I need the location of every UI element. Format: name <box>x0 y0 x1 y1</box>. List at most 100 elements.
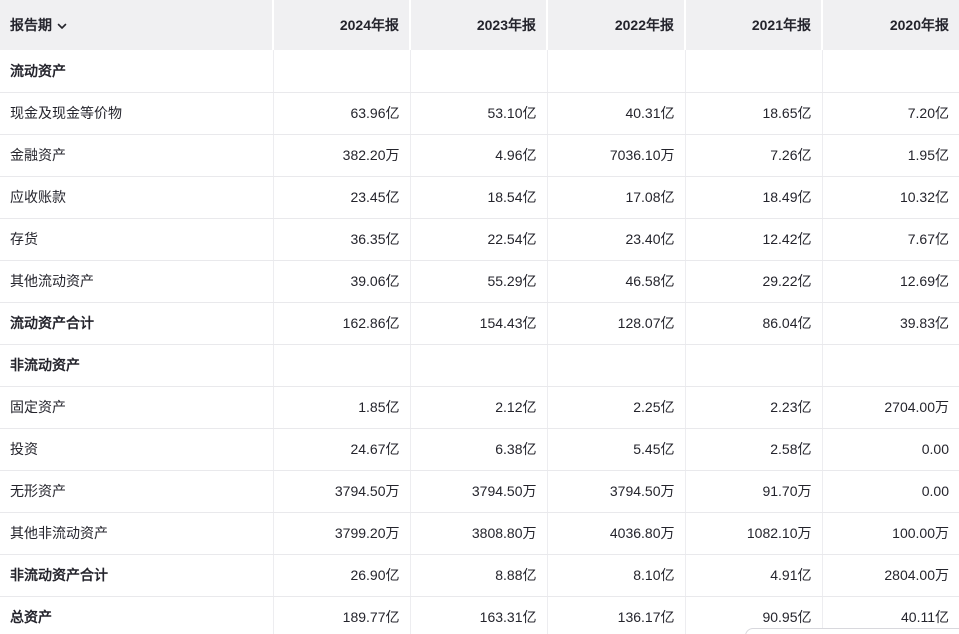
column-header-2022: 2022年报 <box>546 0 685 50</box>
row-label: 金融资产 <box>0 134 273 177</box>
value-cell <box>684 50 822 93</box>
value-cell: 163.31亿 <box>409 596 547 634</box>
value-cell: 128.07亿 <box>546 302 685 345</box>
row-label: 投资 <box>0 428 273 471</box>
value-cell: 29.22亿 <box>684 260 822 303</box>
row-label: 流动资产合计 <box>0 302 273 345</box>
value-cell: 5.45亿 <box>546 428 685 471</box>
value-cell: 23.40亿 <box>546 218 685 261</box>
value-cell: 8.88亿 <box>409 554 547 597</box>
value-cell: 3794.50万 <box>546 470 685 513</box>
value-cell: 7.26亿 <box>684 134 822 177</box>
value-cell: 2.25亿 <box>546 386 685 429</box>
value-cell: 18.54亿 <box>409 176 547 219</box>
row-label: 非流动资产 <box>0 344 273 387</box>
value-cell: 6.38亿 <box>409 428 547 471</box>
value-cell: 1.95亿 <box>821 134 959 177</box>
value-cell: 154.43亿 <box>409 302 547 345</box>
value-cell: 3794.50万 <box>272 470 410 513</box>
row-label: 总资产 <box>0 596 273 634</box>
value-cell: 40.11亿 <box>821 596 959 634</box>
value-cell: 2.58亿 <box>684 428 822 471</box>
value-cell: 63.96亿 <box>272 92 410 135</box>
value-cell: 100.00万 <box>821 512 959 555</box>
value-cell: 4.96亿 <box>409 134 547 177</box>
value-cell: 90.95亿 <box>684 596 822 634</box>
value-cell: 86.04亿 <box>684 302 822 345</box>
value-cell: 18.65亿 <box>684 92 822 135</box>
table-row: 其他流动资产 39.06亿 55.29亿 46.58亿 29.22亿 12.69亿 <box>0 260 959 303</box>
value-cell: 36.35亿 <box>272 218 410 261</box>
value-cell <box>409 344 547 387</box>
value-cell: 2704.00万 <box>821 386 959 429</box>
value-cell: 12.42亿 <box>684 218 822 261</box>
value-cell <box>821 344 959 387</box>
value-cell: 0.00 <box>821 428 959 471</box>
table-header: 报告期 2024年报 2023年报 2022年报 2021年报 2020年报 <box>0 0 959 50</box>
value-cell: 46.58亿 <box>546 260 685 303</box>
column-header-2024: 2024年报 <box>272 0 410 50</box>
value-cell <box>821 50 959 93</box>
value-cell: 1082.10万 <box>684 512 822 555</box>
value-cell <box>409 50 547 93</box>
value-cell: 39.06亿 <box>272 260 410 303</box>
row-label: 无形资产 <box>0 470 273 513</box>
value-cell: 2.23亿 <box>684 386 822 429</box>
value-cell: 4.91亿 <box>684 554 822 597</box>
column-header-2020: 2020年报 <box>821 0 959 50</box>
floating-panel-edge <box>745 628 959 634</box>
table-row: 总资产 189.77亿 163.31亿 136.17亿 90.95亿 40.11亿 <box>0 596 959 634</box>
row-label: 流动资产 <box>0 50 273 93</box>
table-row: 应收账款 23.45亿 18.54亿 17.08亿 18.49亿 10.32亿 <box>0 176 959 219</box>
value-cell <box>684 344 822 387</box>
value-cell: 55.29亿 <box>409 260 547 303</box>
value-cell: 91.70万 <box>684 470 822 513</box>
value-cell: 40.31亿 <box>546 92 685 135</box>
chevron-down-icon <box>56 20 68 32</box>
value-cell: 24.67亿 <box>272 428 410 471</box>
row-label: 非流动资产合计 <box>0 554 273 597</box>
value-cell: 8.10亿 <box>546 554 685 597</box>
value-cell: 136.17亿 <box>546 596 685 634</box>
value-cell: 7.20亿 <box>821 92 959 135</box>
value-cell: 22.54亿 <box>409 218 547 261</box>
report-period-label: 报告期 <box>10 17 52 33</box>
row-label: 其他流动资产 <box>0 260 273 303</box>
value-cell: 39.83亿 <box>821 302 959 345</box>
table-row: 固定资产 1.85亿 2.12亿 2.25亿 2.23亿 2704.00万 <box>0 386 959 429</box>
value-cell: 18.49亿 <box>684 176 822 219</box>
table-row: 流动资产 <box>0 50 959 93</box>
row-label: 应收账款 <box>0 176 273 219</box>
value-cell: 26.90亿 <box>272 554 410 597</box>
value-cell <box>272 50 410 93</box>
value-cell: 3808.80万 <box>409 512 547 555</box>
value-cell: 4036.80万 <box>546 512 685 555</box>
value-cell: 17.08亿 <box>546 176 685 219</box>
value-cell: 1.85亿 <box>272 386 410 429</box>
row-label: 现金及现金等价物 <box>0 92 273 135</box>
value-cell: 3794.50万 <box>409 470 547 513</box>
value-cell <box>272 344 410 387</box>
value-cell: 23.45亿 <box>272 176 410 219</box>
value-cell: 162.86亿 <box>272 302 410 345</box>
value-cell: 10.32亿 <box>821 176 959 219</box>
value-cell: 2.12亿 <box>409 386 547 429</box>
table-row: 现金及现金等价物 63.96亿 53.10亿 40.31亿 18.65亿 7.20亿 <box>0 92 959 135</box>
table-row: 流动资产合计 162.86亿 154.43亿 128.07亿 86.04亿 39.83亿 <box>0 302 959 345</box>
table-row: 非流动资产合计 26.90亿 8.88亿 8.10亿 4.91亿 2804.00万 <box>0 554 959 597</box>
row-label: 其他非流动资产 <box>0 512 273 555</box>
table-body: 流动资产 现金及现金等价物 63.96亿 53.10亿 40.31亿 18.65亿 7.20… <box>0 50 959 634</box>
row-label: 固定资产 <box>0 386 273 429</box>
table-row: 非流动资产 <box>0 344 959 387</box>
column-header-2023: 2023年报 <box>409 0 547 50</box>
value-cell: 12.69亿 <box>821 260 959 303</box>
report-period-selector[interactable]: 报告期 <box>0 0 273 50</box>
table-row: 投资 24.67亿 6.38亿 5.45亿 2.58亿 0.00 <box>0 428 959 471</box>
value-cell: 2804.00万 <box>821 554 959 597</box>
value-cell <box>546 50 685 93</box>
value-cell: 382.20万 <box>272 134 410 177</box>
value-cell: 3799.20万 <box>272 512 410 555</box>
table-row: 其他非流动资产 3799.20万 3808.80万 4036.80万 1082.10万 1… <box>0 512 959 555</box>
table-row: 无形资产 3794.50万 3794.50万 3794.50万 91.70万 0.00 <box>0 470 959 513</box>
